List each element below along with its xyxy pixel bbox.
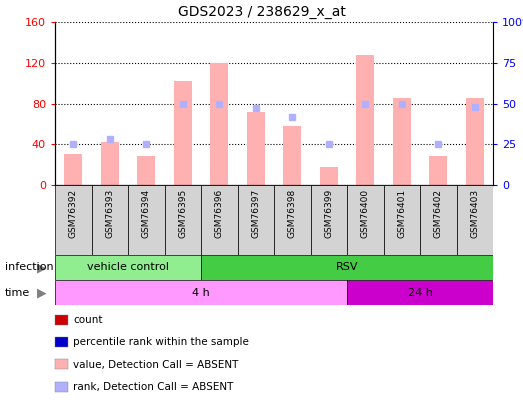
Bar bbox=[283, 126, 301, 185]
Text: GSM76400: GSM76400 bbox=[361, 188, 370, 238]
Bar bbox=[128, 185, 165, 255]
Bar bbox=[457, 185, 493, 255]
Text: value, Detection Call = ABSENT: value, Detection Call = ABSENT bbox=[73, 360, 238, 369]
Text: GSM76403: GSM76403 bbox=[470, 188, 479, 238]
Bar bbox=[55, 280, 347, 305]
Bar bbox=[311, 185, 347, 255]
Bar bbox=[210, 63, 229, 185]
Bar bbox=[55, 185, 92, 255]
Text: GSM76402: GSM76402 bbox=[434, 188, 443, 237]
Text: GSM76398: GSM76398 bbox=[288, 188, 297, 238]
Bar bbox=[64, 154, 83, 185]
Text: GSM76401: GSM76401 bbox=[397, 188, 406, 238]
Bar bbox=[465, 98, 484, 185]
Text: GSM76394: GSM76394 bbox=[142, 188, 151, 238]
Bar bbox=[100, 142, 119, 185]
Bar bbox=[347, 280, 493, 305]
Text: 4 h: 4 h bbox=[192, 288, 210, 298]
Bar bbox=[92, 185, 128, 255]
Text: GSM76397: GSM76397 bbox=[251, 188, 260, 238]
Bar bbox=[347, 185, 383, 255]
Bar bbox=[237, 185, 274, 255]
Text: ▶: ▶ bbox=[37, 261, 46, 274]
Text: infection: infection bbox=[5, 262, 54, 273]
Bar bbox=[247, 112, 265, 185]
Bar bbox=[356, 55, 374, 185]
Text: 24 h: 24 h bbox=[407, 288, 433, 298]
Text: count: count bbox=[73, 315, 103, 325]
Text: GSM76393: GSM76393 bbox=[105, 188, 114, 238]
Bar bbox=[383, 185, 420, 255]
Bar bbox=[137, 156, 155, 185]
Bar bbox=[320, 167, 338, 185]
Text: GSM76399: GSM76399 bbox=[324, 188, 333, 238]
Bar bbox=[174, 81, 192, 185]
Bar bbox=[55, 255, 201, 280]
Text: time: time bbox=[5, 288, 30, 298]
Bar bbox=[274, 185, 311, 255]
Text: ▶: ▶ bbox=[37, 286, 46, 299]
Text: GSM76395: GSM76395 bbox=[178, 188, 187, 238]
Text: RSV: RSV bbox=[336, 262, 358, 273]
Bar bbox=[420, 185, 457, 255]
Bar bbox=[429, 156, 447, 185]
Text: vehicle control: vehicle control bbox=[87, 262, 169, 273]
Bar bbox=[393, 98, 411, 185]
Text: rank, Detection Call = ABSENT: rank, Detection Call = ABSENT bbox=[73, 382, 234, 392]
Bar bbox=[201, 255, 493, 280]
Text: GSM76396: GSM76396 bbox=[215, 188, 224, 238]
Text: percentile rank within the sample: percentile rank within the sample bbox=[73, 337, 249, 347]
Bar bbox=[201, 185, 237, 255]
Bar bbox=[165, 185, 201, 255]
Text: GSM76392: GSM76392 bbox=[69, 188, 78, 238]
Text: GDS2023 / 238629_x_at: GDS2023 / 238629_x_at bbox=[178, 5, 345, 19]
